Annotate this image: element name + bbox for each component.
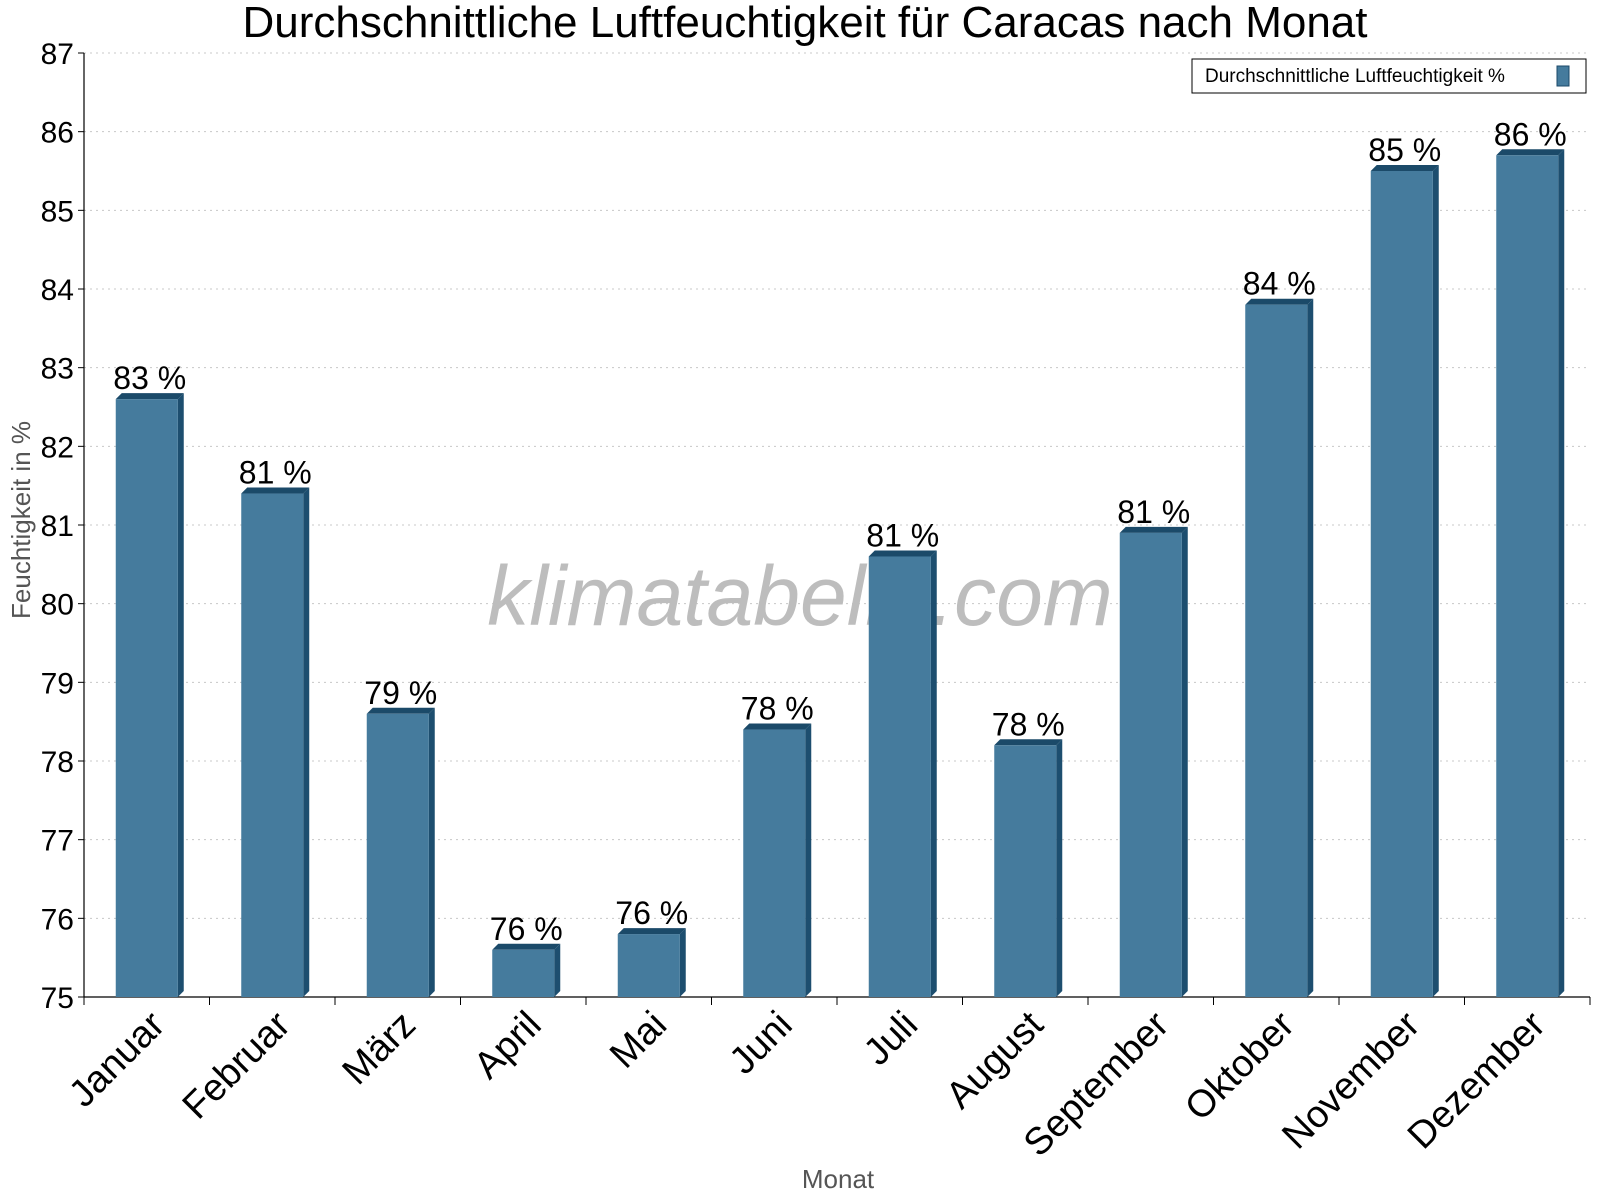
x-tick-label: Februar bbox=[175, 1003, 299, 1127]
y-tick-label: 80 bbox=[41, 589, 74, 622]
bar bbox=[366, 713, 429, 997]
data-label: 81 % bbox=[866, 517, 939, 553]
bar bbox=[743, 729, 806, 997]
bar-side bbox=[1558, 149, 1565, 997]
bar-top bbox=[1496, 149, 1565, 156]
y-tick-label: 81 bbox=[41, 510, 74, 543]
x-tick-label: Mai bbox=[602, 1004, 675, 1077]
x-tick-label: Dezember bbox=[1400, 1003, 1554, 1157]
y-tick-label: 77 bbox=[41, 825, 74, 858]
bar-top bbox=[1370, 165, 1439, 171]
chart-title: Durchschnittliche Luftfeuchtigkeit für C… bbox=[242, 0, 1367, 47]
bar bbox=[994, 745, 1057, 997]
data-label: 84 % bbox=[1243, 266, 1316, 302]
grid-lines bbox=[84, 52, 1590, 919]
y-tick-label: 84 bbox=[41, 274, 74, 307]
data-label: 76 % bbox=[615, 895, 688, 931]
y-tick-label: 83 bbox=[41, 353, 74, 386]
bar-side bbox=[554, 943, 561, 997]
bar-top bbox=[994, 739, 1063, 746]
bar-side bbox=[303, 487, 310, 997]
data-label: 79 % bbox=[364, 675, 437, 711]
y-tick-label: 85 bbox=[41, 195, 74, 228]
data-label: 81 % bbox=[239, 455, 312, 491]
x-tick-label: Oktober bbox=[1177, 1003, 1303, 1129]
bar-side bbox=[1307, 298, 1314, 997]
x-tick-label: Juli bbox=[856, 1004, 926, 1074]
data-label: 83 % bbox=[113, 360, 186, 396]
bar bbox=[115, 399, 178, 998]
bar bbox=[241, 493, 304, 997]
bar-top bbox=[868, 550, 937, 557]
data-label: 85 % bbox=[1368, 132, 1441, 168]
x-axis: Januar Februar März April Mai Juni Juli AugustS… bbox=[61, 996, 1591, 1165]
bar-top bbox=[492, 943, 561, 950]
data-label: 81 % bbox=[1117, 494, 1190, 530]
bar-top bbox=[115, 393, 184, 400]
bar bbox=[868, 556, 931, 997]
bar bbox=[1245, 304, 1308, 997]
bar-top bbox=[743, 723, 812, 730]
y-axis: 75 76 77 78 79 80 81 82 83 84 85 86 87 bbox=[41, 38, 85, 1015]
data-label: 76 % bbox=[490, 911, 563, 947]
bar-top bbox=[1245, 298, 1314, 305]
y-tick-label: 75 bbox=[41, 982, 74, 1015]
y-tick-label: 78 bbox=[41, 746, 74, 779]
bar-side bbox=[1432, 165, 1439, 997]
data-label: 86 % bbox=[1494, 116, 1567, 152]
bar-top bbox=[617, 928, 686, 935]
bar-top bbox=[1119, 526, 1188, 533]
bars bbox=[115, 149, 1565, 998]
watermark: klimatabelle.com bbox=[487, 549, 1113, 643]
y-tick-label: 86 bbox=[41, 117, 74, 150]
x-axis-label: Monat bbox=[802, 1164, 875, 1194]
bar-top bbox=[241, 487, 310, 494]
y-tick-label: 79 bbox=[41, 667, 74, 700]
bar bbox=[1119, 532, 1182, 997]
data-label: 78 % bbox=[992, 706, 1065, 742]
data-label: 78 % bbox=[741, 691, 814, 727]
bar-side bbox=[1181, 526, 1188, 997]
bar bbox=[1370, 171, 1433, 997]
bar bbox=[492, 949, 555, 997]
bar-top bbox=[366, 707, 435, 714]
x-tick-label: März bbox=[335, 1004, 424, 1093]
x-tick-label: Juni bbox=[722, 1004, 801, 1083]
legend-entry-label: Durchschnittliche Luftfeuchtigkeit % bbox=[1205, 66, 1505, 87]
legend-box bbox=[1191, 58, 1587, 94]
bar-side bbox=[428, 707, 435, 997]
bar-side bbox=[679, 928, 686, 997]
y-tick-label: 87 bbox=[41, 38, 74, 71]
x-tick-label: Januar bbox=[61, 1003, 173, 1115]
y-tick-label: 82 bbox=[41, 431, 74, 464]
y-tick-label: 76 bbox=[41, 903, 74, 936]
legend: Durchschnittliche Luftfeuchtigkeit % bbox=[1191, 58, 1587, 94]
x-tick-label: April bbox=[466, 1004, 549, 1087]
bar-side bbox=[805, 723, 812, 997]
bar bbox=[1496, 155, 1559, 997]
bar-side bbox=[177, 393, 184, 998]
y-axis-label: Feuchtigkeit in % bbox=[6, 421, 36, 619]
data-labels: 83 % 81 % 79 % 76 % 76 % 78 % 81 % 78 % 81 % 84 %… bbox=[113, 116, 1566, 947]
bar bbox=[617, 934, 680, 997]
legend-swatch bbox=[1556, 65, 1570, 87]
x-tick-label: August bbox=[938, 1003, 1052, 1117]
bar-side bbox=[930, 550, 937, 997]
bar-side bbox=[1056, 739, 1063, 997]
